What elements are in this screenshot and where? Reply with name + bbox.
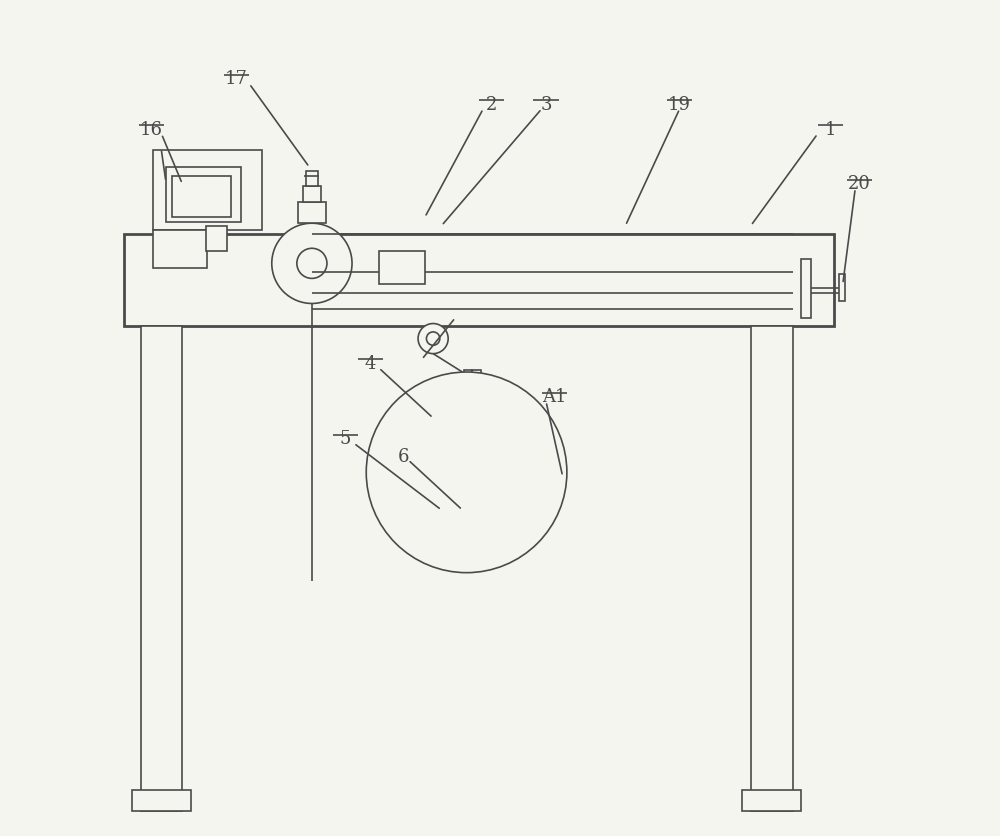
Bar xyxy=(751,326,793,811)
Text: 3: 3 xyxy=(540,95,552,114)
Text: 6: 6 xyxy=(398,448,410,466)
Circle shape xyxy=(452,494,472,514)
Bar xyxy=(483,428,498,451)
Circle shape xyxy=(272,223,352,303)
Text: A1: A1 xyxy=(542,388,567,406)
Text: 5: 5 xyxy=(340,430,351,448)
Bar xyxy=(298,202,326,223)
Circle shape xyxy=(418,324,448,354)
Bar xyxy=(303,186,321,202)
Bar xyxy=(141,326,182,811)
Bar xyxy=(379,251,425,284)
Bar xyxy=(460,424,483,456)
Bar xyxy=(472,376,482,397)
Bar xyxy=(206,226,227,251)
Bar xyxy=(472,370,481,378)
Circle shape xyxy=(297,248,327,278)
Text: 19: 19 xyxy=(668,95,691,114)
Bar xyxy=(153,230,207,268)
Bar xyxy=(464,370,472,378)
Text: 17: 17 xyxy=(225,70,248,89)
Text: 1: 1 xyxy=(824,120,836,139)
Circle shape xyxy=(426,332,440,345)
Text: 4: 4 xyxy=(365,354,376,373)
Circle shape xyxy=(366,372,567,573)
Bar xyxy=(172,176,231,217)
Bar xyxy=(458,497,496,510)
Bar xyxy=(742,790,801,811)
Bar xyxy=(492,493,502,514)
Bar xyxy=(461,376,472,397)
Bar xyxy=(124,234,834,326)
Bar xyxy=(132,790,191,811)
Text: 2: 2 xyxy=(486,95,497,114)
Bar xyxy=(801,259,811,318)
Bar xyxy=(166,167,241,222)
Bar xyxy=(306,171,318,186)
Bar xyxy=(839,274,845,301)
Text: 20: 20 xyxy=(848,175,871,193)
Bar xyxy=(153,150,262,230)
Text: 16: 16 xyxy=(140,120,163,139)
